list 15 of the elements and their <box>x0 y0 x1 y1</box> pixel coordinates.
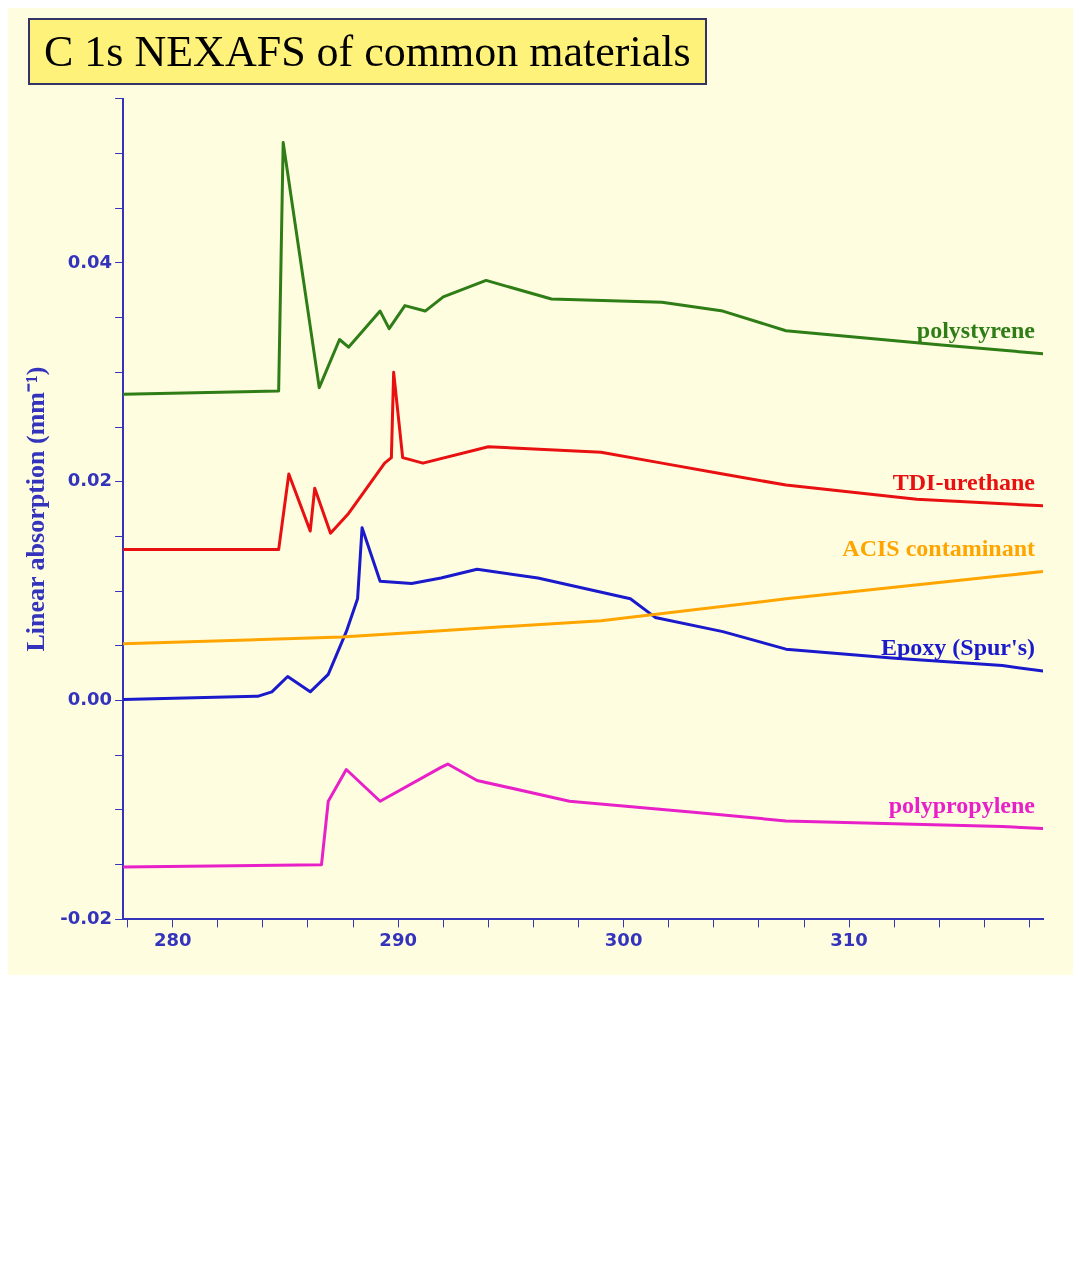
y-tick-label: 0.00 <box>67 688 113 710</box>
series-label: polypropylene <box>888 791 1036 818</box>
y-tick-label: -0.02 <box>60 907 113 929</box>
series-label: polystyrene <box>916 316 1036 343</box>
y-tick-label: 0.04 <box>67 250 113 272</box>
x-tick-label: 300 <box>604 928 643 950</box>
y-axis-title: Linear absorption (mm⁻¹) <box>21 366 51 652</box>
series-label: Epoxy (Spur's) <box>880 634 1035 661</box>
x-tick-label: 280 <box>153 928 192 950</box>
y-tick-label: 0.02 <box>67 469 113 491</box>
series-label: ACIS contaminant <box>842 534 1035 561</box>
x-tick-label: 310 <box>830 928 868 950</box>
x-tick-label: 290 <box>379 928 417 950</box>
series-label: TDI-urethane <box>892 469 1036 496</box>
chart-title: C 1s NEXAFS of common materials <box>28 18 707 85</box>
